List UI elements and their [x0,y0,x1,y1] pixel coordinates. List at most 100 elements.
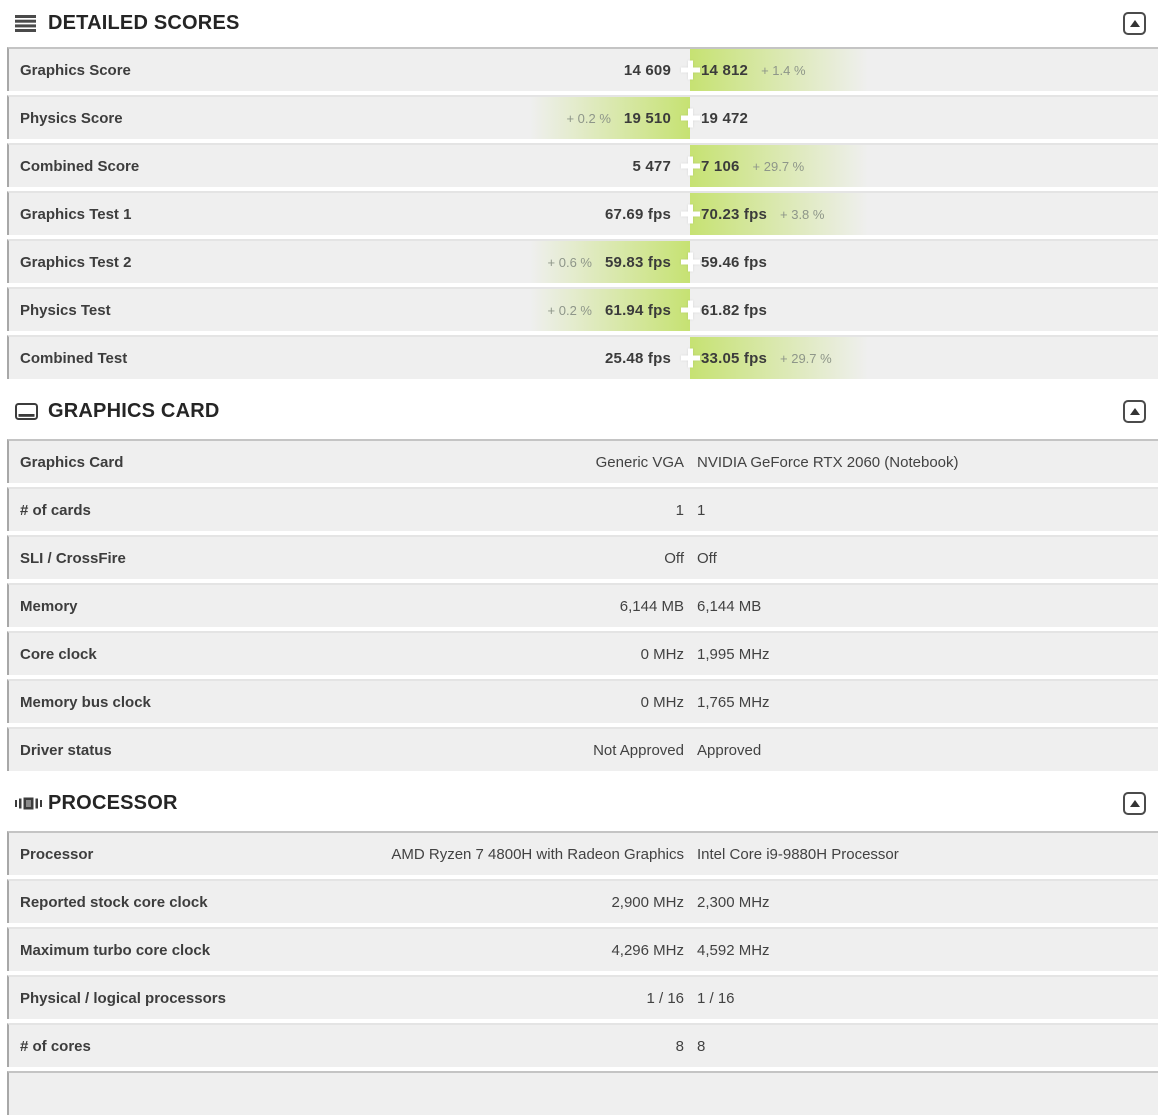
row-combined-score: Combined Score 5 477 7 106 + 29.7 % [7,143,1158,187]
left-value-cell: Off [9,537,690,579]
section-title-detailed-scores: DETAILED SCORES [48,11,240,34]
right-value: 70.23 fps [701,205,768,223]
right-value: 61.82 fps [701,301,768,319]
collapse-up-icon [1129,19,1140,27]
winner-highlight-right [690,145,868,187]
left-value-cell: 0 MHz [9,633,690,675]
right-value: Intel Core i9-9880H Processor [697,845,899,863]
left-value: 8 [675,1037,684,1055]
left-value: 14 609 [623,61,671,79]
left-value-cell: 8 [9,1025,690,1067]
row-label: Maximum turbo core clock [20,941,211,959]
right-value-cell: NVIDIA GeForce RTX 2060 (Notebook) [690,441,1158,483]
winner-highlight-left [530,241,690,283]
right-value-cell: 19 472 [690,97,1158,139]
row-label: Combined Score [20,157,140,175]
right-value: 33.05 fps [701,349,768,367]
right-value: 6,144 MB [697,597,762,615]
delta-badge: + 0.6 % [547,254,592,270]
section-header-detailed-scores: DETAILED SCORES [15,8,1146,38]
row-physical-logical-processors: Physical / logical processors 1 / 16 1 / 1… [7,975,1158,1019]
right-value-cell: 4,592 MHz [690,929,1158,971]
right-value-cell: 6,144 MB [690,585,1158,627]
left-value-cell: + 0.2 % 19 510 [9,97,690,139]
right-value: 59.46 fps [701,253,768,271]
plus-icon [681,108,700,128]
section-processor: PROCESSOR Processor AMD Ryzen 7 4800H with… [0,788,1169,1067]
delta-badge: + 0.2 % [566,110,611,126]
left-value-cell: 0 MHz [9,681,690,723]
delta-badge: + 0.2 % [547,302,592,318]
right-value: Approved [697,741,762,759]
right-value-cell: 1 / 16 [690,977,1158,1019]
collapse-section-button[interactable] [1123,791,1146,815]
delta-badge: + 29.7 % [780,350,832,366]
row-driver-status: Driver status Not Approved Approved [7,727,1158,771]
right-value-cell: Intel Core i9-9880H Processor [690,833,1158,875]
left-value: 5 477 [632,157,671,175]
right-value: 19 472 [701,109,749,127]
right-value-cell: 1 [690,489,1158,531]
right-value-cell: 33.05 fps + 29.7 % [690,337,1158,379]
display-icon [15,402,48,420]
row-label: Combined Test [20,349,128,367]
left-value-cell: 14 609 [9,49,690,91]
left-value-cell: Generic VGA [9,441,690,483]
winner-highlight-right [690,49,868,91]
left-value: 19 510 [623,109,671,127]
row-label: Graphics Test 2 [20,253,132,271]
left-value: 4,296 MHz [611,941,684,959]
collapse-section-button[interactable] [1123,399,1146,423]
right-value: 4,592 MHz [697,941,770,959]
delta-badge: + 1.4 % [761,62,806,78]
left-value-cell: 2,900 MHz [9,881,690,923]
left-value-cell: 67.69 fps [9,193,690,235]
row-physics-score: Physics Score + 0.2 % 19 510 19 472 [7,95,1158,139]
row-graphics-test-2: Graphics Test 2 + 0.6 % 59.83 fps 59.46 fps [7,239,1158,283]
right-value: 1,765 MHz [697,693,770,711]
winner-highlight-left [530,289,690,331]
collapse-up-icon [1129,799,1140,807]
list-icon [15,14,48,32]
left-value-cell: 1 [9,489,690,531]
plus-icon [681,60,700,80]
left-value-cell: + 0.6 % 59.83 fps [9,241,690,283]
row-label: Graphics Card [20,453,124,471]
row-label: Memory [20,597,78,615]
plus-icon [681,156,700,176]
left-value: Not Approved [593,741,684,759]
row-memory-bus-clock: Memory bus clock 0 MHz 1,765 MHz [7,679,1158,723]
right-value-cell: 70.23 fps + 3.8 % [690,193,1158,235]
left-value-cell: 6,144 MB [9,585,690,627]
right-value: Off [697,549,717,567]
left-value: 67.69 fps [604,205,671,223]
section-header-graphics-card: GRAPHICS CARD [15,396,1146,426]
row-processor: Processor AMD Ryzen 7 4800H with Radeon G… [7,831,1158,875]
left-value-cell: Not Approved [9,729,690,771]
left-value-cell: + 0.2 % 61.94 fps [9,289,690,331]
row-partial-next [7,1071,1158,1115]
collapse-section-button[interactable] [1123,11,1146,35]
collapse-up-icon [1129,407,1140,415]
left-value: 0 MHz [640,693,684,711]
row-label: Graphics Score [20,61,131,79]
plus-icon [681,204,700,224]
right-value: 1 [697,501,706,519]
left-value: 61.94 fps [604,301,671,319]
row-graphics-score: Graphics Score 14 609 14 812 + 1.4 % [7,47,1158,91]
row-core-clock: Core clock 0 MHz 1,995 MHz [7,631,1158,675]
left-value: 25.48 fps [604,349,671,367]
section-detailed-scores: DETAILED SCORES Graphics Score 14 609 14 81… [0,8,1169,379]
row-label: # of cards [20,501,91,519]
row-label: Driver status [20,741,112,759]
left-value-cell: AMD Ryzen 7 4800H with Radeon Graphics [9,833,690,875]
plus-icon [681,252,700,272]
left-value: AMD Ryzen 7 4800H with Radeon Graphics [391,845,684,863]
left-value: Off [664,549,684,567]
left-value: 2,900 MHz [611,893,684,911]
right-value: 14 812 [701,61,749,79]
left-value: 1 / 16 [646,989,684,1007]
right-value-cell: 1,995 MHz [690,633,1158,675]
right-value: 1 / 16 [697,989,735,1007]
row-label: Physical / logical processors [20,989,226,1007]
